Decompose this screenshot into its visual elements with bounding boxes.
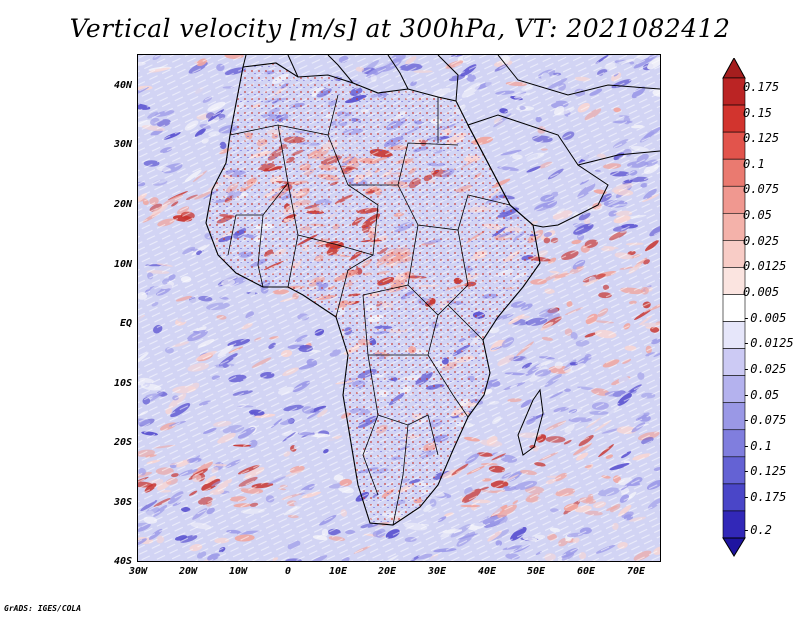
colorbar-swatch [722,267,746,295]
colorbar-label: 0.005 [743,285,780,299]
colorbar-max-arrow [722,58,746,79]
lon-label-30w: 30W [128,566,148,577]
lon-label-50e: 50E [526,566,546,577]
lat-label-10n: 10N [113,259,132,270]
colorbar [722,58,746,557]
lat-label-10s: 10S [113,378,132,389]
colorbar-label: 0.175 [743,80,780,94]
lon-label-10w: 10W [228,566,248,577]
colorbar-swatch [722,483,746,512]
country-borders [227,94,511,526]
colorbar-swatch [722,185,746,214]
lon-label-10e: 10E [328,566,348,577]
colorbar-label: 0.075 [743,182,780,196]
lat-label-40n: 40N [113,80,132,91]
colorbar-swatch [722,348,746,376]
colorbar-label: -0.05 [743,388,780,402]
colorbar-label: 0.1 [743,157,765,171]
europe-coastline [242,55,660,166]
colorbar-label: 0.05 [743,208,772,222]
colorbar-swatch [722,510,746,539]
lon-label-60e: 60E [576,566,596,577]
colorbar-label: -0.125 [743,464,787,478]
colorbar-min-arrow [722,537,746,557]
software-credit: GrADS: IGES/COLA [4,604,82,613]
colorbar-label: 0.125 [743,131,780,145]
colorbar-label: 0.025 [743,234,780,248]
colorbar-label: -0.1 [743,439,772,453]
colorbar-swatch [722,402,746,431]
lon-label-20e: 20E [377,566,397,577]
colorbar-label: -0.075 [743,413,787,427]
colorbar-label: -0.005 [743,311,787,325]
lat-label-40s: 40S [113,556,132,567]
lat-label-30s: 30S [113,497,132,508]
lat-label-eq: EQ [119,318,132,329]
lon-label-30e: 30E [427,566,447,577]
africa-coastline [205,62,541,526]
colorbar-swatch [722,456,746,485]
lat-label-30n: 30N [113,139,132,150]
colorbar-swatch [722,77,746,106]
colorbar-label: -0.0125 [743,336,794,350]
colorbar-swatch [722,240,746,268]
chart-title: Vertical velocity [m/s] at 300hPa, VT: 2… [69,14,731,43]
colorbar-swatch [722,104,746,133]
lon-label-20w: 20W [178,566,198,577]
lat-label-20n: 20N [113,199,132,210]
colorbar-label: 0.15 [743,106,772,120]
colorbar-swatch [722,321,746,349]
colorbar-swatch [722,294,746,322]
colorbar-label: 0.0125 [743,259,787,273]
colorbar-swatch [722,375,746,404]
lon-label-0: 0 [284,566,292,577]
colorbar-label: -0.175 [743,490,787,504]
colorbar-label: -0.2 [743,523,772,537]
lon-label-70e: 70E [626,566,646,577]
map-canvas [138,55,660,561]
madagascar-coastline [517,388,544,456]
colorbar-label: -0.025 [743,362,787,376]
colorbar-swatch [722,131,746,160]
streak-texture [138,55,660,561]
colorbar-swatch [722,158,746,187]
map-panel [137,54,661,562]
lon-label-40e: 40E [477,566,497,577]
colorbar-swatch [722,429,746,458]
colorbar-swatch [722,212,746,241]
lat-label-20s: 20S [113,437,132,448]
arabia-coastline [467,114,609,228]
